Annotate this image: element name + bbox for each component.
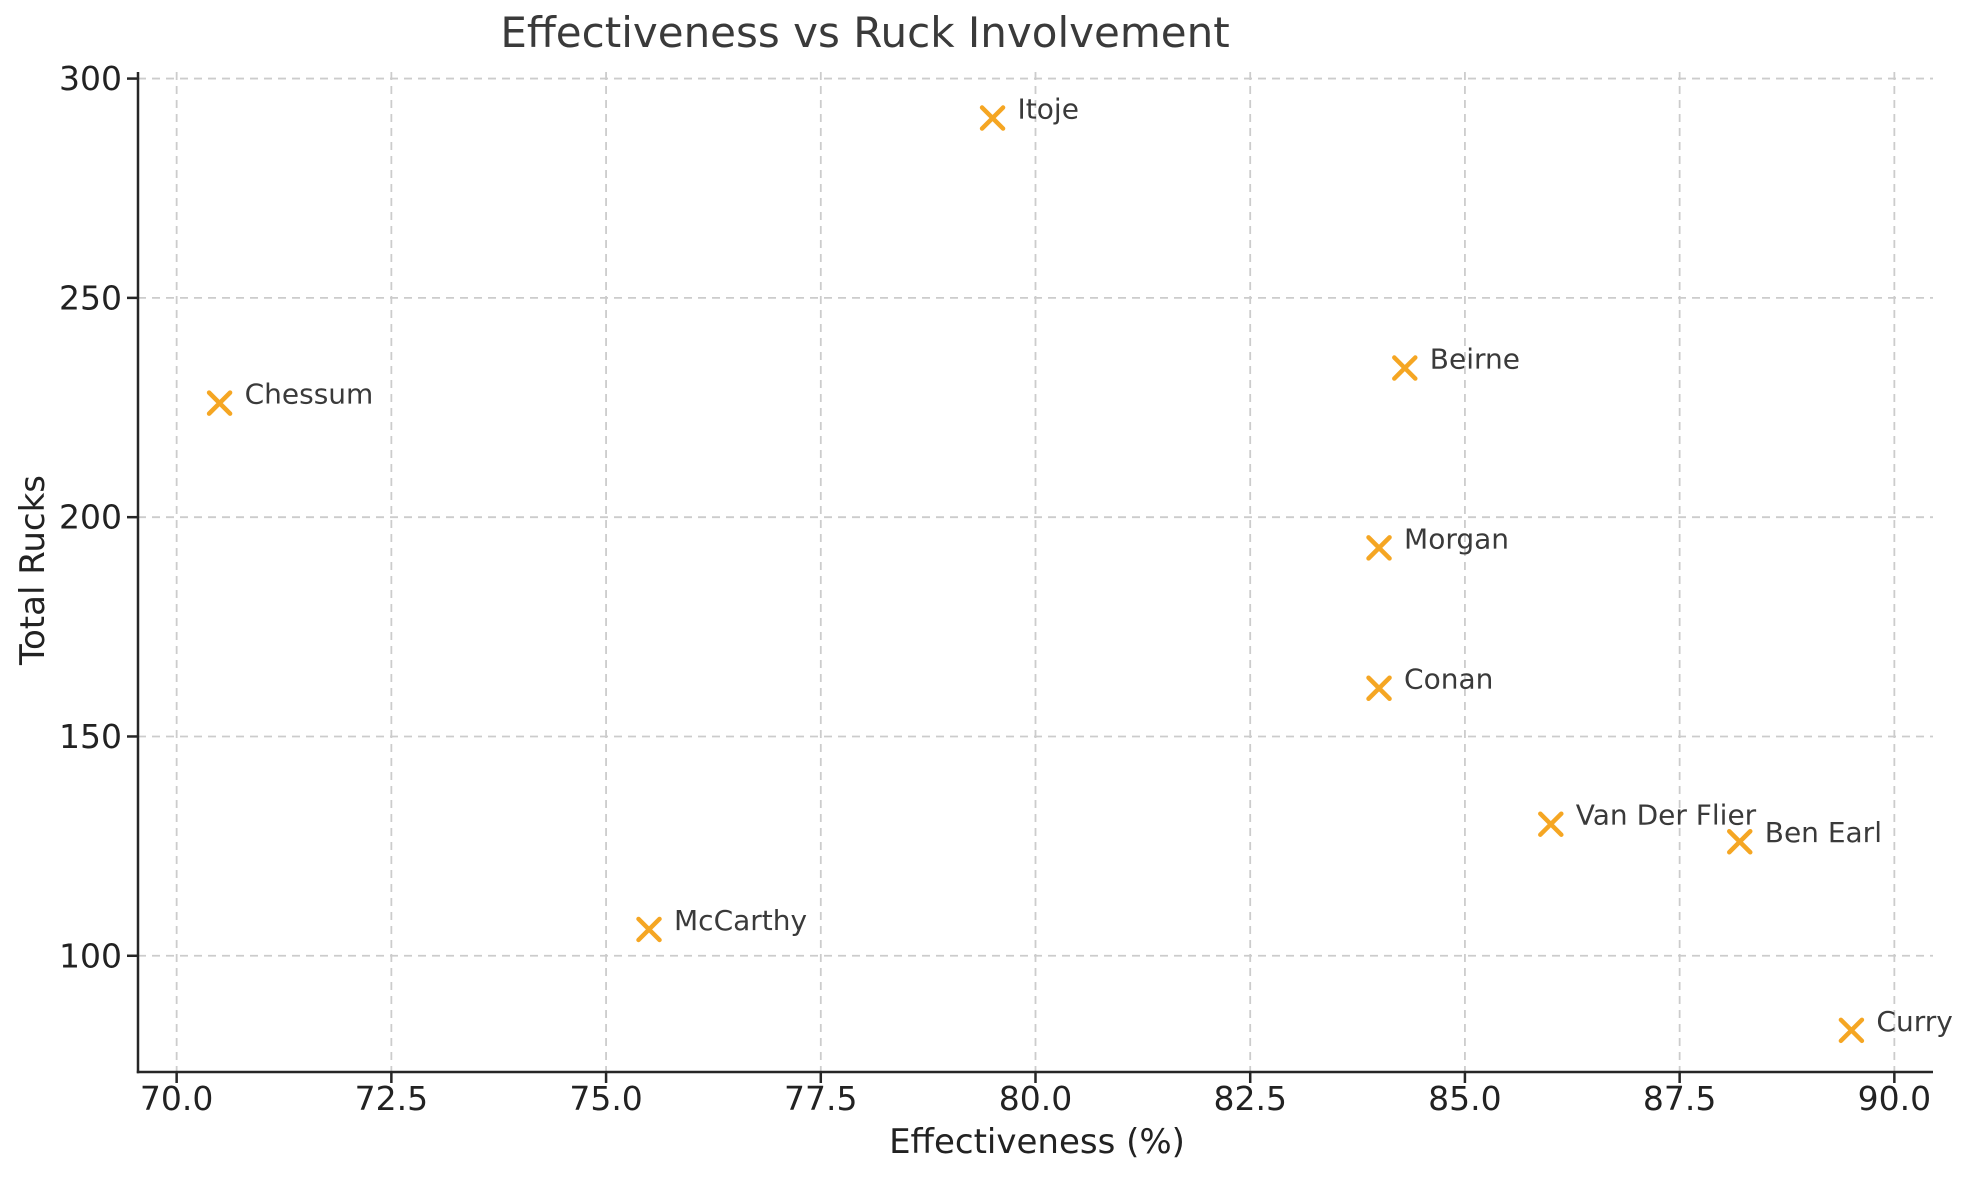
x-tick-label-85.0: 85.0: [1428, 1079, 1501, 1118]
point-marker-chessum: [206, 390, 233, 416]
point-label-beirne: Beirne: [1430, 343, 1520, 376]
x-tick-label-82.5: 82.5: [1213, 1079, 1286, 1118]
x-tick-label-70.0: 70.0: [140, 1079, 213, 1118]
x-tick-label-90.0: 90.0: [1858, 1079, 1931, 1118]
chart-title: Effectiveness vs Ruck Involvement: [500, 8, 1230, 57]
point-label-ben-earl: Ben Earl: [1765, 816, 1882, 849]
point-marker-morgan: [1366, 535, 1392, 561]
point-marker-itoje: [979, 105, 1006, 131]
x-tick-label-72.5: 72.5: [355, 1079, 428, 1118]
x-tick-label-87.5: 87.5: [1643, 1079, 1716, 1118]
point-label-van-der-flier: Van Der Flier: [1576, 799, 1757, 832]
point-label-itoje: Itoje: [1018, 93, 1079, 126]
x-axis-label: Effectiveness (%): [889, 1122, 1185, 1162]
y-tick-label-250: 250: [59, 278, 122, 317]
x-tick-label-77.5: 77.5: [784, 1079, 857, 1118]
y-tick-label-300: 300: [59, 59, 122, 98]
point-label-conan: Conan: [1404, 663, 1493, 696]
point-label-curry: Curry: [1876, 1005, 1952, 1038]
x-tick-label-80.0: 80.0: [999, 1079, 1072, 1118]
point-marker-conan: [1366, 675, 1392, 701]
point-label-morgan: Morgan: [1404, 522, 1509, 555]
point-marker-curry: [1838, 1017, 1865, 1044]
point-marker-van-der-flier: [1538, 811, 1564, 837]
point-marker-mccarthy: [636, 916, 662, 943]
point-marker-beirne: [1392, 355, 1418, 381]
point-label-mccarthy: McCarthy: [674, 904, 807, 937]
y-axis-label: Total Rucks: [13, 475, 53, 665]
point-marker-ben-earl: [1727, 828, 1753, 855]
x-tick-label-75.0: 75.0: [569, 1079, 642, 1118]
point-label-chessum: Chessum: [245, 378, 374, 411]
y-tick-label-150: 150: [59, 717, 122, 756]
y-tick-label-200: 200: [59, 498, 122, 537]
y-tick-label-100: 100: [59, 936, 122, 975]
